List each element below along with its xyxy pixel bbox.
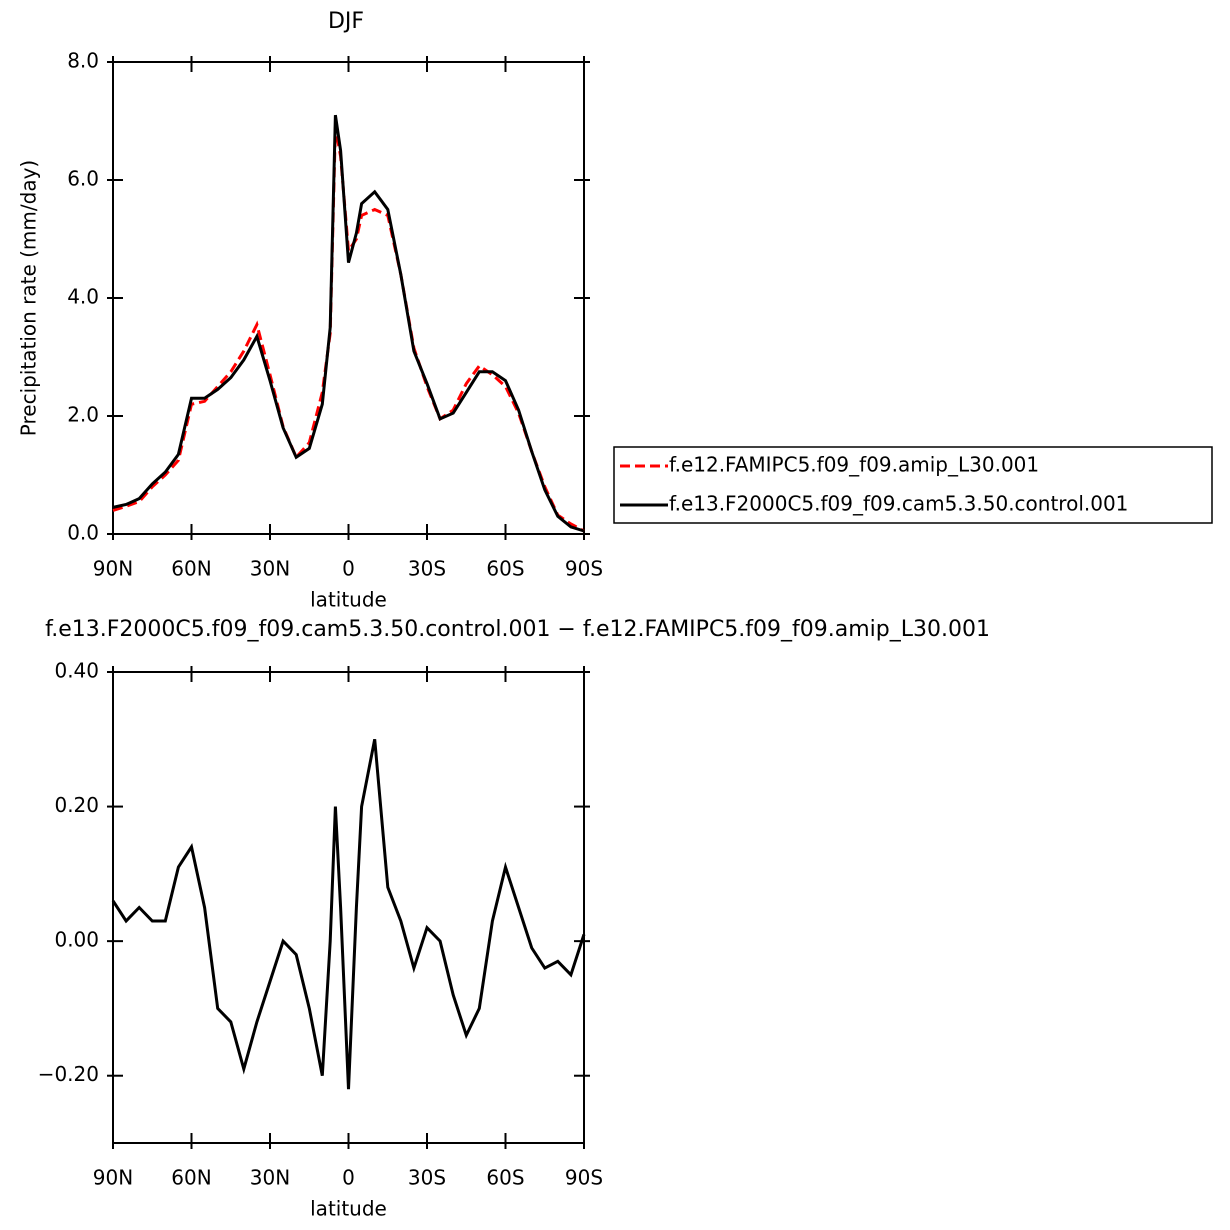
chart-title: f.e13.F2000C5.f09_f09.cam5.3.50.control.…: [45, 617, 990, 642]
x-tick-label: 0: [342, 1166, 355, 1190]
y-tick-label: 0.40: [54, 659, 99, 683]
legend-box: [613, 446, 1213, 524]
x-tick-label: 30S: [408, 557, 446, 581]
legend-label: f.e12.FAMIPC5.f09_f09.amip_L30.001: [669, 453, 1039, 477]
x-tick-label: 60S: [486, 1166, 524, 1190]
x-axis-label: latitude: [310, 1197, 387, 1221]
legend-label: f.e13.F2000C5.f09_f09.cam5.3.50.control.…: [669, 492, 1128, 516]
x-tick-label: 90N: [93, 557, 133, 581]
y-axis-label: Precipitation rate (mm/day): [17, 160, 41, 436]
x-tick-label: 60N: [171, 557, 211, 581]
data-line: [112, 126, 585, 533]
x-tick-label: 90S: [565, 557, 603, 581]
y-tick-label: 6.0: [67, 167, 99, 191]
data-line: [111, 739, 586, 1090]
y-tick-label: 0.0: [67, 521, 99, 545]
x-tick-label: 30S: [408, 1166, 446, 1190]
plot-frame: [112, 61, 585, 535]
y-tick-label: 2.0: [67, 403, 99, 427]
x-tick-label: 30N: [250, 557, 290, 581]
y-tick-label: 4.0: [67, 285, 99, 309]
y-tick-label: 8.0: [67, 49, 99, 73]
x-tick-label: 0: [342, 557, 355, 581]
x-axis-label: latitude: [310, 588, 387, 612]
data-line: [112, 114, 585, 533]
x-tick-label: 30N: [250, 1166, 290, 1190]
y-tick-label: 0.20: [54, 793, 99, 817]
y-tick-label: −0.20: [38, 1062, 99, 1086]
x-tick-label: 90N: [93, 1166, 133, 1190]
x-tick-label: 60N: [171, 1166, 211, 1190]
chart-title: DJF: [328, 9, 364, 34]
y-tick-label: 0.00: [54, 928, 99, 952]
x-tick-label: 90S: [565, 1166, 603, 1190]
x-tick-label: 60S: [486, 557, 524, 581]
